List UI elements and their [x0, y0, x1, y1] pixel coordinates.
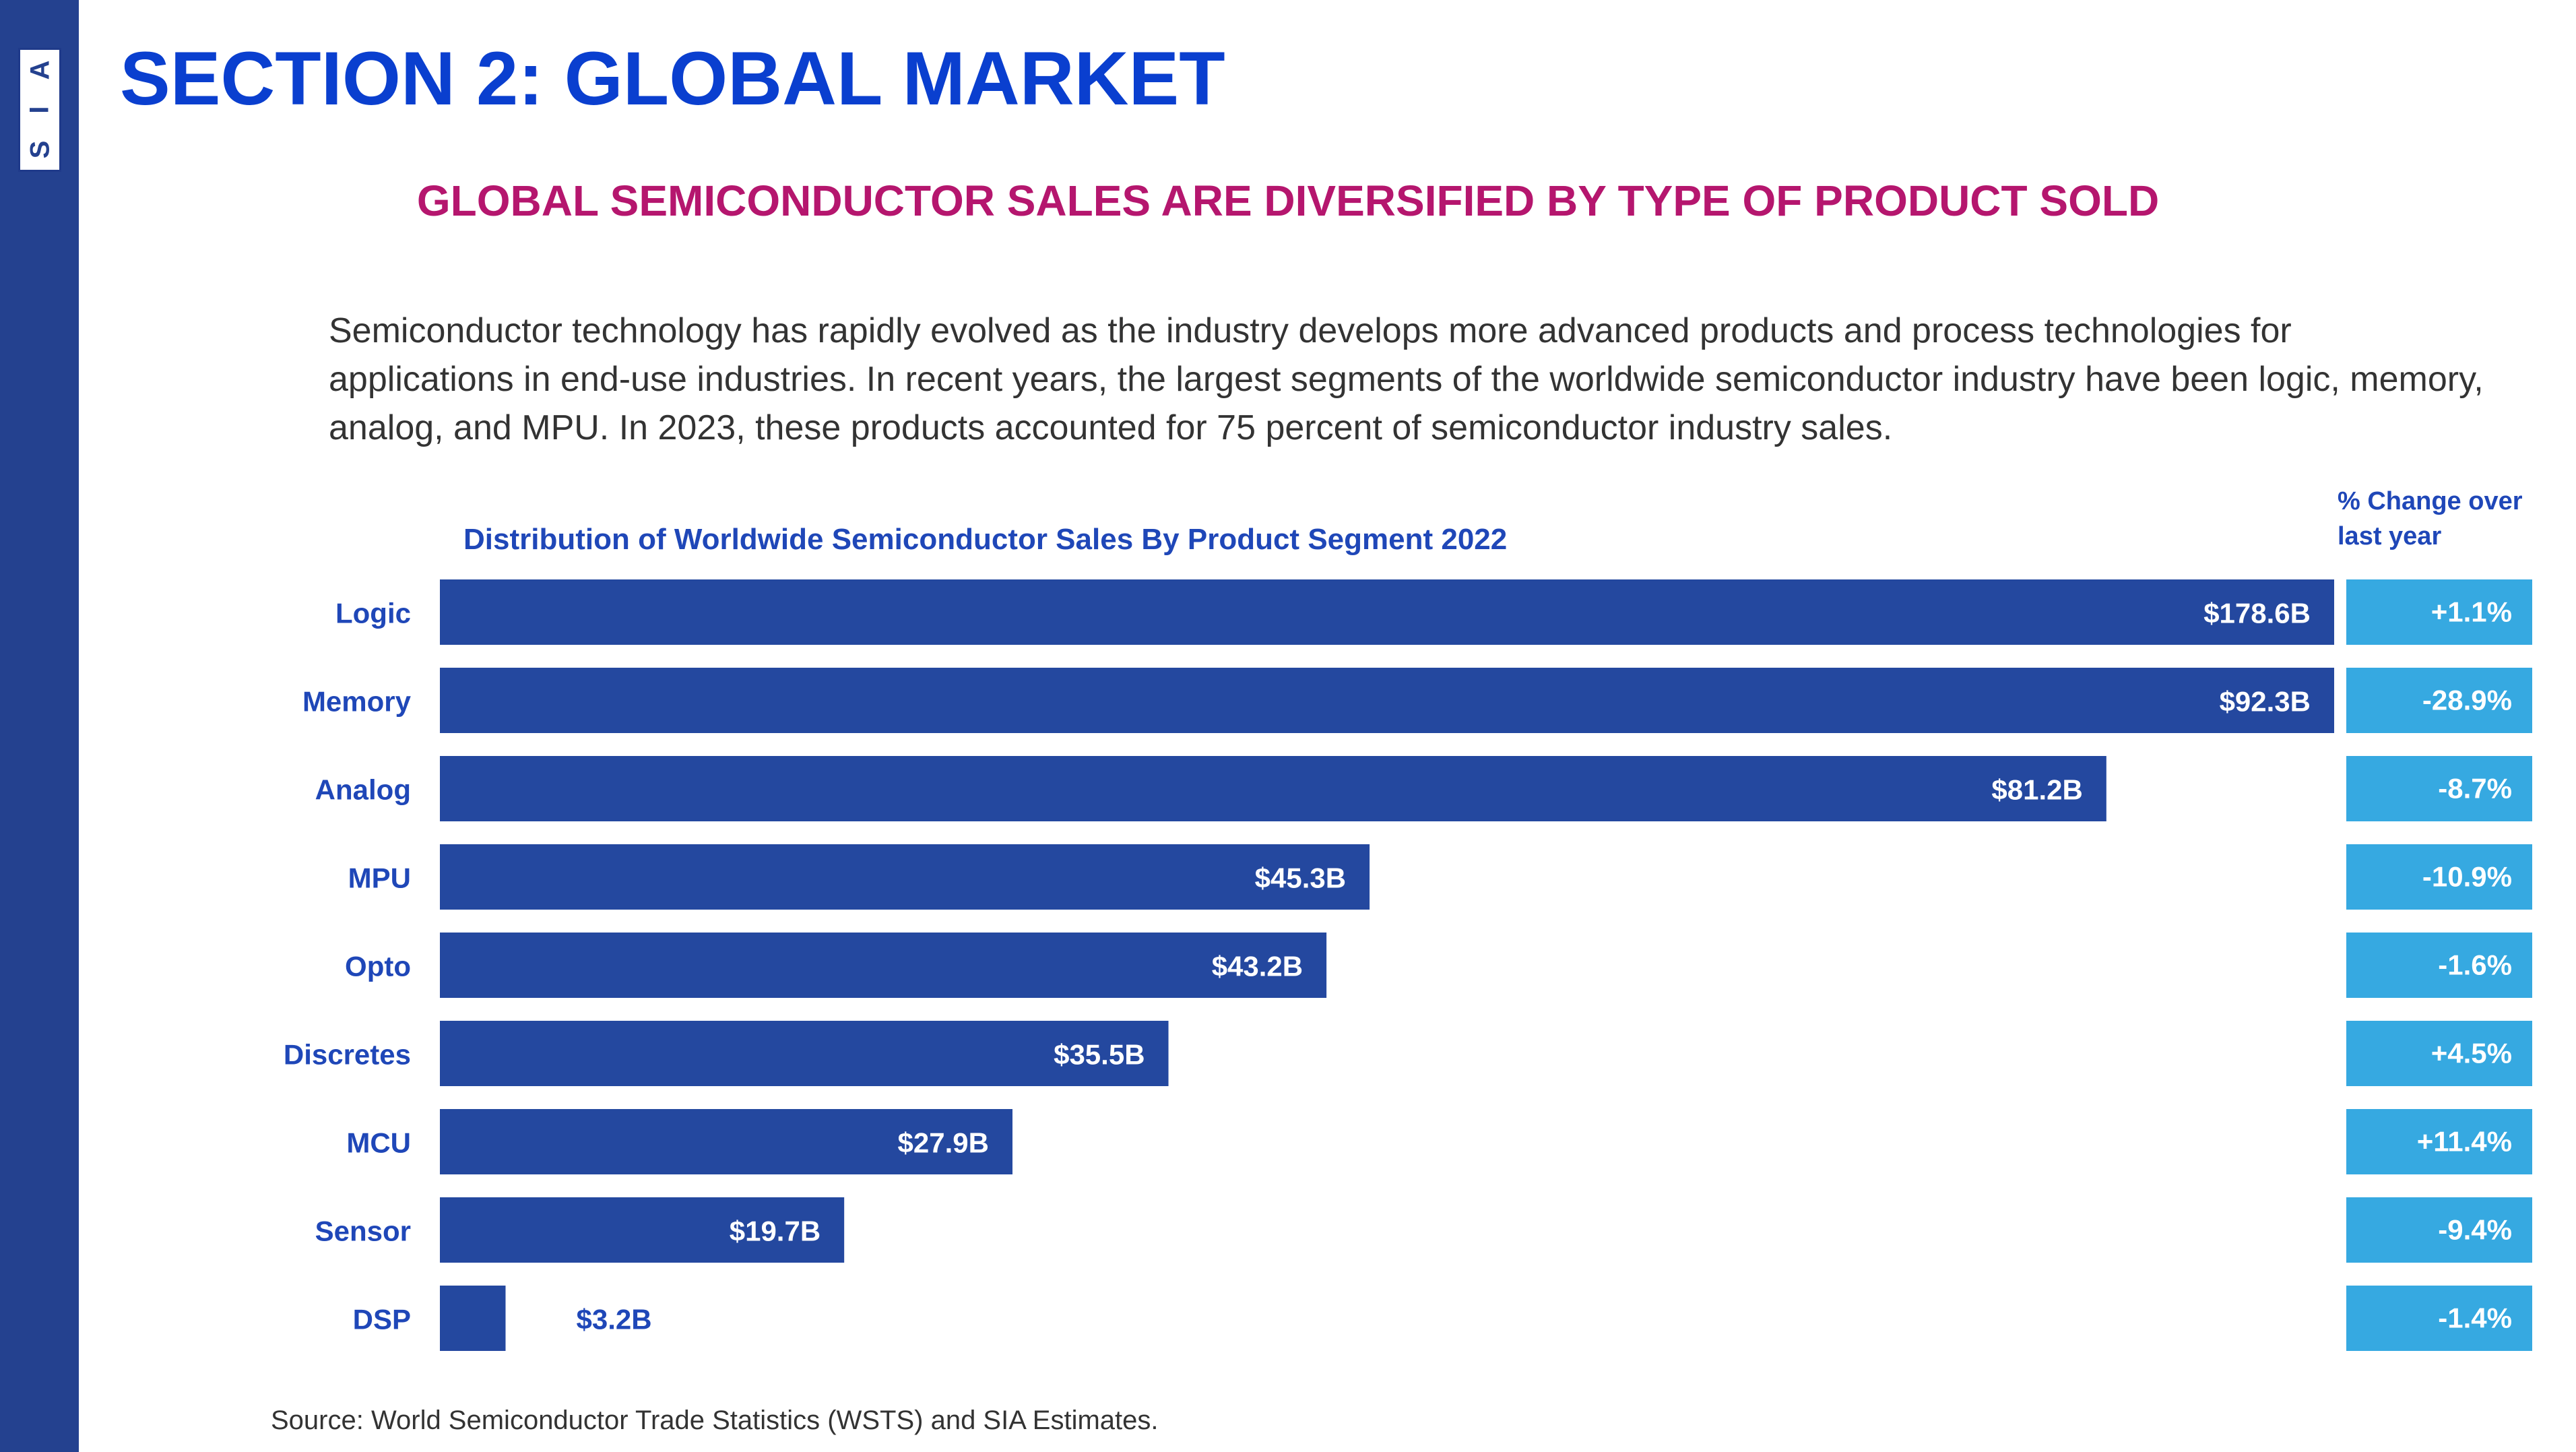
bar-sensor [440, 1197, 845, 1263]
change-box-discretes [2346, 1021, 2532, 1086]
value-label-logic: $178.6B [2203, 598, 2311, 629]
bar-discretes [440, 1021, 1169, 1086]
sidebar: A I S [0, 0, 79, 1452]
value-label-sensor: $19.7B [730, 1216, 820, 1247]
source-note: Source: World Semiconductor Trade Statis… [271, 1406, 1159, 1435]
section-title: SECTION 2: GLOBAL MARKET [120, 36, 1225, 121]
value-label-discretes: $35.5B [1054, 1039, 1145, 1071]
change-box-opto [2346, 933, 2532, 998]
slide-subtitle: GLOBAL SEMICONDUCTOR SALES ARE DIVERSIFI… [416, 177, 2160, 225]
change-label-dsp: -1.4% [2438, 1302, 2512, 1334]
category-label-memory: Memory [302, 686, 412, 718]
category-label-sensor: Sensor [315, 1216, 411, 1247]
value-label-analog: $81.2B [1991, 774, 2082, 806]
bar-logic [440, 579, 2334, 645]
bar-dsp [440, 1286, 506, 1351]
bar-memory [440, 668, 2334, 733]
change-label-discretes: +4.5% [2431, 1038, 2512, 1069]
change-box-dsp [2346, 1286, 2532, 1351]
category-label-mcu: MCU [346, 1127, 411, 1159]
change-label-analog: -8.7% [2438, 773, 2512, 804]
bar-mcu [440, 1109, 1012, 1174]
value-label-opto: $43.2B [1212, 951, 1303, 982]
change-label-memory: -28.9% [2422, 685, 2512, 716]
change-label-mcu: +11.4% [2417, 1126, 2512, 1158]
change-box-mcu [2346, 1109, 2532, 1174]
change-box-mpu [2346, 844, 2532, 910]
category-label-discretes: Discretes [284, 1039, 411, 1071]
sia-logo: A I S [18, 48, 61, 172]
value-label-dsp: $3.2B [576, 1304, 651, 1335]
category-label-dsp: DSP [353, 1304, 411, 1335]
category-label-mpu: MPU [348, 862, 411, 894]
category-label-analog: Analog [315, 774, 411, 806]
change-label-sensor: -9.4% [2438, 1214, 2512, 1246]
value-label-mcu: $27.9B [898, 1127, 989, 1159]
change-box-logic [2346, 579, 2532, 645]
value-label-memory: $92.3B [2220, 686, 2311, 718]
change-box-memory [2346, 668, 2532, 733]
value-label-mpu: $45.3B [1255, 862, 1346, 894]
bar-analog [440, 756, 2106, 821]
bar-mpu [440, 844, 1370, 910]
change-label-opto: -1.6% [2438, 949, 2512, 981]
change-label-logic: +1.1% [2431, 596, 2512, 628]
intro-paragraph: Semiconductor technology has rapidly evo… [329, 311, 2484, 447]
change-box-analog [2346, 756, 2532, 821]
change-column-header: % Change over last year [2338, 487, 2523, 550]
bar-opto [440, 933, 1327, 998]
change-box-sensor [2346, 1197, 2532, 1263]
chart-title: Distribution of Worldwide Semiconductor … [463, 523, 1508, 556]
category-label-opto: Opto [345, 951, 411, 982]
category-label-logic: Logic [335, 598, 411, 629]
change-label-mpu: -10.9% [2422, 861, 2512, 893]
